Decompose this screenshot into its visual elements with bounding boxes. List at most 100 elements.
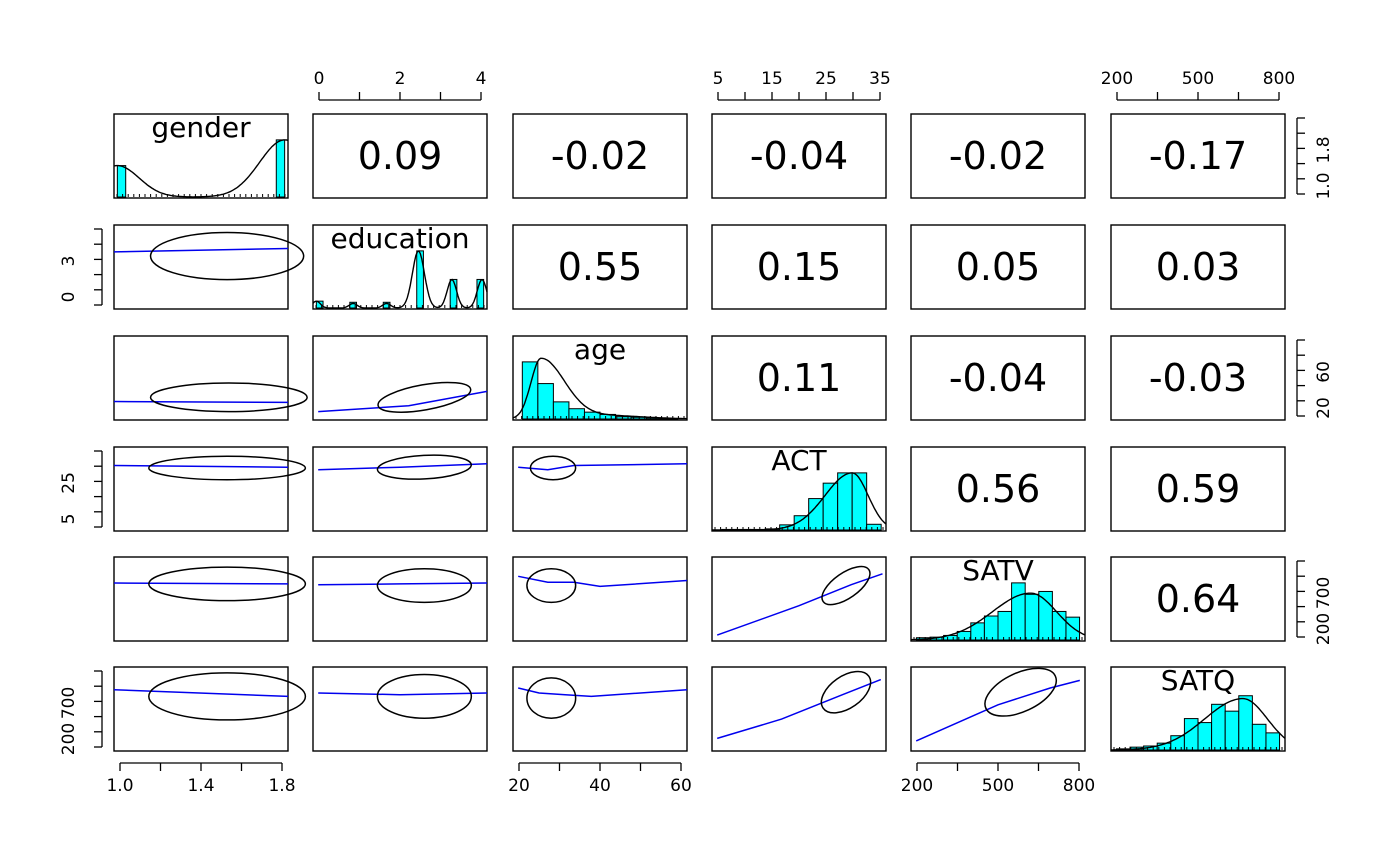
tick-label: 15 [761, 69, 783, 89]
tick-label: 800 [1263, 69, 1295, 89]
panel-frame [512, 556, 688, 642]
panel-gender-education [312, 113, 488, 199]
correlation-ellipse [526, 568, 577, 604]
variable-label: age [574, 333, 626, 366]
panel-frame [711, 666, 887, 752]
loess-line [318, 692, 488, 696]
loess-line [113, 582, 289, 585]
tick-label: 20 [1314, 397, 1334, 419]
histogram-SATQ: SATQ [1111, 664, 1286, 751]
histogram-bar [449, 278, 458, 309]
panel-education-age [512, 224, 688, 310]
tick-label: 200 [901, 776, 933, 796]
panel-age-gender [113, 335, 289, 421]
scatter-age-vs-education [318, 381, 488, 413]
axis-top-1: 0 2 4 [314, 69, 486, 101]
correlation-ellipse [984, 667, 1058, 717]
density-curve [1111, 697, 1286, 751]
histogram-bar [1038, 590, 1053, 641]
histogram-bar [808, 498, 824, 531]
panel-frame [711, 556, 887, 642]
panel-frame [113, 113, 289, 199]
loess-line [518, 463, 688, 471]
tick-label: 700 [59, 687, 79, 719]
correlation-ellipse [376, 454, 473, 480]
histogram-bar [1238, 695, 1253, 751]
loess-line [113, 247, 289, 253]
scatter-SATQ-vs-gender [113, 672, 307, 721]
panel-frame [910, 335, 1086, 421]
loess-line [915, 679, 1080, 742]
scatter-SATQ-vs-age [518, 677, 688, 719]
tick-label: 200 [1101, 69, 1133, 89]
panel-SATV-gender [113, 556, 289, 642]
panel-education-SATQ [1110, 224, 1286, 310]
scatter-SATV-vs-ACT [716, 565, 883, 636]
panel-gender-gender [113, 113, 289, 199]
panel-frame [1110, 335, 1286, 421]
histogram-bar [1224, 710, 1240, 751]
scatter-SATQ-vs-education [318, 673, 488, 719]
panel-SATV-SATQ [1110, 556, 1286, 642]
tick-label: 500 [1182, 69, 1214, 89]
correlation-ellipse [376, 568, 473, 604]
panel-frame [312, 556, 488, 642]
tick-label: 500 [982, 776, 1014, 796]
panel-frame [312, 224, 488, 310]
panel-frame [512, 446, 688, 532]
scatter-SATV-vs-age [518, 568, 688, 604]
density-curve [113, 139, 289, 198]
panel-frame [910, 446, 1086, 532]
tick-label: 1.0 [106, 776, 133, 796]
panel-ACT-ACT [711, 446, 887, 532]
correlation-value: 0.03 [1156, 245, 1241, 289]
loess-line [318, 390, 488, 413]
tick-label: 5 [59, 514, 79, 525]
histogram-education: education [312, 222, 488, 309]
correlation-value: 0.05 [956, 245, 1041, 289]
correlation-value: -0.03 [1149, 356, 1247, 400]
correlation-value: -0.04 [949, 356, 1047, 400]
tick-label: 35 [869, 69, 891, 89]
panel-frame [512, 113, 688, 199]
panel-frame [910, 666, 1086, 752]
panel-frame [113, 666, 289, 752]
panel-ACT-education [312, 446, 488, 532]
panel-frame [1110, 224, 1286, 310]
panel-gender-age [512, 113, 688, 199]
correlation-ellipse [149, 382, 308, 413]
histogram-bar [1011, 582, 1026, 641]
panel-frame [711, 446, 887, 532]
loess-line [113, 400, 289, 404]
correlation-value: -0.02 [949, 134, 1047, 178]
histogram-bar [837, 472, 853, 531]
variable-label: SATQ [1161, 664, 1235, 697]
tick-label: 5 [713, 69, 724, 89]
histogram-bar [1183, 718, 1199, 751]
panel-frame [512, 224, 688, 310]
axis-left-1: 03 [59, 228, 103, 306]
panel-frame [512, 335, 688, 421]
tick-label: 25 [59, 472, 79, 494]
panel-gender-ACT [711, 113, 887, 199]
histogram-bar [1265, 732, 1281, 751]
correlation-ellipse [376, 673, 473, 719]
histogram-bar [568, 408, 585, 420]
panel-frame [312, 666, 488, 752]
panel-education-ACT [711, 224, 887, 310]
scatter-SATQ-vs-SATV [915, 667, 1080, 742]
panel-education-gender [113, 224, 289, 310]
correlation-ellipse [529, 455, 577, 481]
variable-label: ACT [771, 444, 827, 477]
loess-line [716, 573, 883, 636]
correlation-ellipse [377, 381, 472, 413]
histogram-bar [116, 165, 127, 198]
tick-label: 25 [815, 69, 837, 89]
panel-SATQ-SATQ [1110, 666, 1286, 752]
tick-label: 700 [1314, 577, 1334, 609]
loess-line [318, 463, 488, 471]
histogram-bar [983, 615, 999, 641]
histogram-bar [822, 482, 839, 531]
panel-SATQ-gender [113, 666, 289, 752]
